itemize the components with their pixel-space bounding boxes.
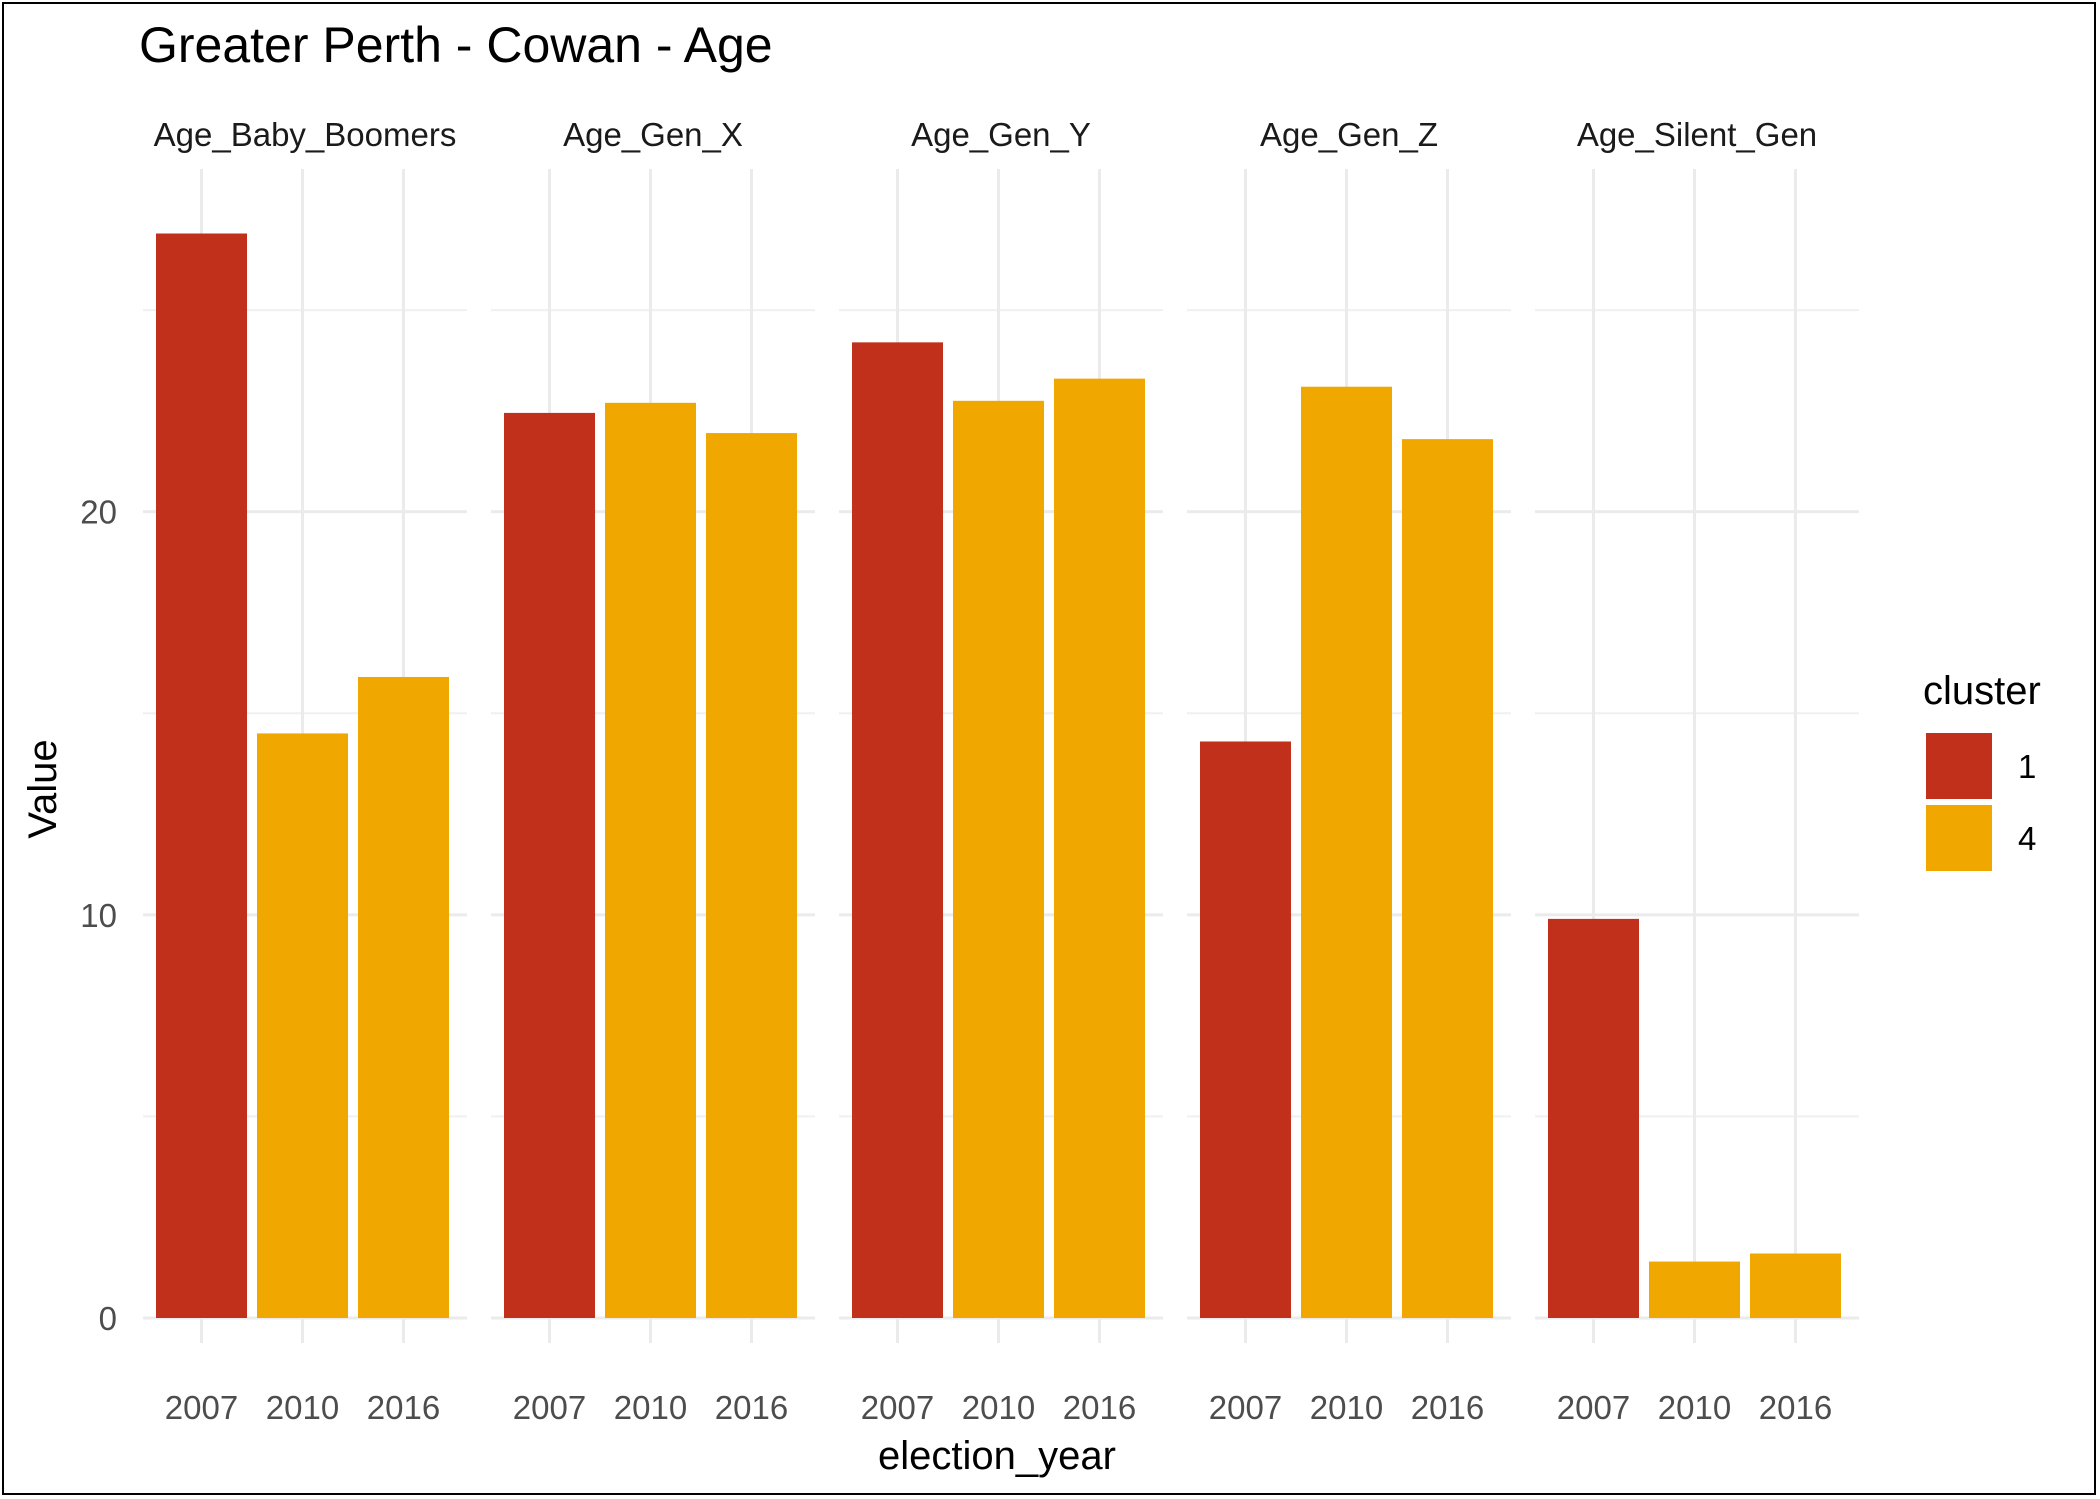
panel-age-gen-x: Age_Gen_X 2007 2010 2016 — [491, 116, 815, 1426]
x-tick-label: 2016 — [1063, 1389, 1136, 1426]
y-tick-label: 0 — [99, 1300, 117, 1337]
panel-age-baby-boomers: Age_Baby_Boomers 2007 2010 2016 — [143, 116, 467, 1426]
x-tick-label: 2007 — [165, 1389, 238, 1426]
legend: cluster 1 4 — [1923, 669, 2041, 871]
bar-age-baby-boomers-2016 — [358, 676, 449, 1318]
bar-age-baby-boomers-2010 — [257, 733, 348, 1318]
legend-label-4: 4 — [2018, 820, 2036, 857]
faceted-bar-chart: Greater Perth - Cowan - Age Age_Baby_Boo… — [21, 17, 2041, 1478]
x-tick-label: 2010 — [1658, 1389, 1731, 1426]
bar-age-gen-x-2016 — [706, 433, 797, 1318]
facet-strip-label: Age_Gen_Y — [911, 116, 1091, 153]
bar-age-gen-y-2016 — [1054, 378, 1145, 1319]
chart-title: Greater Perth - Cowan - Age — [139, 17, 773, 73]
facet-strip-label: Age_Gen_X — [563, 116, 743, 153]
y-tick-label: 20 — [80, 494, 117, 531]
x-tick-label: 2010 — [614, 1389, 687, 1426]
x-tick-label: 2007 — [1557, 1389, 1630, 1426]
x-axis-title: election_year — [878, 1434, 1116, 1478]
x-tick-label: 2007 — [513, 1389, 586, 1426]
x-tick-label: 2007 — [861, 1389, 934, 1426]
bar-age-gen-z-2007 — [1200, 741, 1291, 1318]
x-tick-label: 2007 — [1209, 1389, 1282, 1426]
legend-title: cluster — [1923, 669, 2041, 713]
legend-label-1: 1 — [2018, 748, 2036, 785]
bar-age-silent-gen-2010 — [1649, 1261, 1740, 1318]
facet-strip-label: Age_Baby_Boomers — [154, 116, 457, 153]
x-tick-label: 2010 — [1310, 1389, 1383, 1426]
x-tick-label: 2016 — [1411, 1389, 1484, 1426]
facet-strip-label: Age_Gen_Z — [1260, 116, 1438, 153]
x-tick-label: 2016 — [715, 1389, 788, 1426]
panel-age-silent-gen: Age_Silent_Gen 2007 2010 2016 — [1535, 116, 1859, 1426]
bar-age-gen-z-2010 — [1301, 386, 1392, 1318]
x-tick-label: 2016 — [1759, 1389, 1832, 1426]
x-tick-label: 2010 — [266, 1389, 339, 1426]
bar-age-baby-boomers-2007 — [156, 233, 247, 1319]
x-tick-label: 2010 — [962, 1389, 1035, 1426]
facet-strip-label: Age_Silent_Gen — [1577, 116, 1817, 153]
legend-swatch-4 — [1926, 805, 1992, 871]
bar-age-silent-gen-2016 — [1750, 1253, 1841, 1318]
bar-age-gen-x-2010 — [605, 402, 696, 1319]
legend-swatch-1 — [1926, 733, 1992, 799]
panel-age-gen-y: Age_Gen_Y 2007 2010 2016 — [839, 116, 1163, 1426]
bar-age-gen-y-2010 — [953, 400, 1044, 1318]
bar-age-silent-gen-2007 — [1548, 918, 1639, 1318]
y-axis-title: Value — [21, 739, 65, 838]
bar-age-gen-z-2016 — [1402, 439, 1493, 1318]
y-tick-label: 10 — [80, 897, 117, 934]
bar-age-gen-x-2007 — [504, 412, 595, 1318]
bar-age-gen-y-2007 — [852, 342, 943, 1318]
x-tick-label: 2016 — [367, 1389, 440, 1426]
panel-age-gen-z: Age_Gen_Z 2007 2010 2016 — [1187, 116, 1511, 1426]
